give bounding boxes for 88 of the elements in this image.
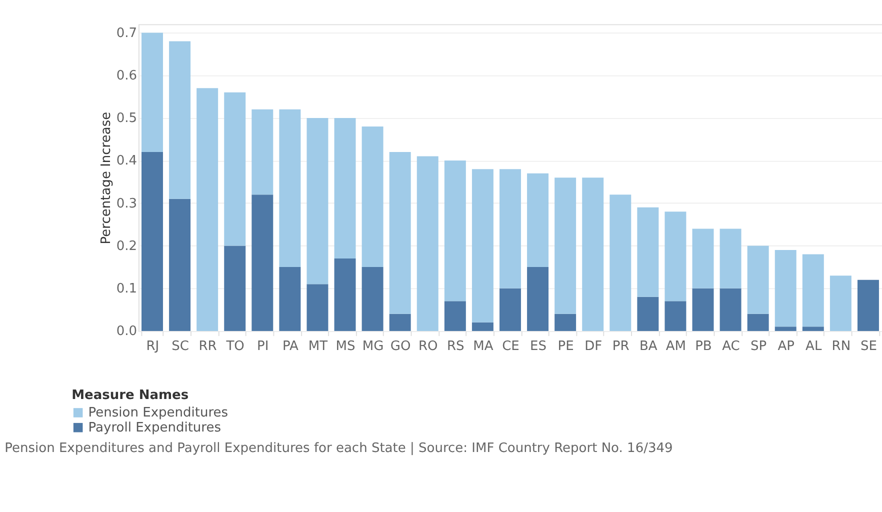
bar	[196, 88, 218, 331]
bar	[362, 126, 384, 268]
y-tick-label: 0.7	[116, 26, 138, 41]
bar	[774, 250, 796, 327]
bar	[747, 314, 769, 331]
x-tick-label: TO	[225, 338, 244, 354]
x-tick-label: BA	[639, 338, 658, 354]
bar	[664, 301, 686, 331]
bar	[389, 152, 411, 314]
y-tick-label: 0.5	[116, 111, 138, 126]
bar	[802, 326, 824, 331]
bar	[416, 156, 438, 331]
x-tick-label: SE	[860, 338, 877, 354]
bar	[610, 194, 632, 331]
bar	[306, 118, 328, 284]
bar	[279, 267, 301, 331]
bar	[664, 212, 686, 302]
bar	[527, 173, 549, 268]
x-tick-label: ES	[530, 338, 546, 354]
y-tick-label: 0.1	[116, 282, 138, 297]
bar	[224, 92, 246, 246]
text: Pension Expenditures and Payroll Expenditures for each State | Source: IMF Country Report No. 16/349	[4, 440, 673, 456]
bar	[500, 169, 521, 288]
bar	[637, 296, 659, 331]
bar	[472, 322, 494, 331]
x-tick-label: PR	[612, 338, 630, 354]
x-tick-label: MT	[308, 338, 328, 354]
x-tick-label: PA	[282, 338, 298, 354]
x-tick-label: RR	[198, 338, 217, 354]
x-tick-label: AC	[722, 338, 740, 354]
bar	[334, 258, 356, 331]
bar	[802, 254, 824, 327]
x-tick-label: RJ	[146, 338, 160, 354]
x-tick-label: MA	[473, 338, 494, 354]
x-tick-label: MS	[336, 338, 356, 354]
legend-label: Pension Expenditures	[88, 405, 228, 420]
y-tick-label: 0.4	[116, 154, 138, 169]
bar	[720, 228, 742, 288]
x-tick-label: DF	[584, 338, 602, 354]
x-tick-label: PI	[257, 338, 269, 354]
bar	[582, 178, 604, 331]
bar	[500, 288, 521, 331]
x-tick-label: PE	[558, 338, 574, 354]
bar	[692, 228, 714, 288]
bar	[692, 288, 714, 331]
x-tick-label: MG	[362, 338, 384, 354]
bar	[389, 314, 411, 331]
x-tick-label: AM	[666, 338, 686, 354]
bar	[527, 267, 549, 331]
bar	[142, 152, 163, 331]
bar	[362, 267, 384, 331]
x-tick-label: CE	[502, 338, 520, 354]
bar	[774, 326, 796, 331]
y-axis-title: Percentage Increase	[98, 112, 114, 244]
y-tick-label: 0.3	[116, 196, 138, 212]
bar	[637, 207, 659, 297]
bar	[857, 280, 879, 331]
bar	[444, 301, 466, 331]
bar	[224, 246, 246, 331]
bar	[279, 109, 301, 268]
bar	[306, 284, 328, 331]
bar	[334, 118, 356, 259]
bar	[169, 198, 191, 331]
legend-label: Payroll Expenditures	[88, 420, 222, 436]
x-tick-label: AL	[806, 338, 822, 354]
x-tick-label: RS	[446, 338, 464, 354]
y-tick-label: 0.2	[116, 238, 138, 254]
bar	[720, 288, 742, 331]
x-tick-label: RO	[418, 338, 438, 354]
y-tick-label: 0.6	[116, 68, 138, 84]
bar	[554, 178, 576, 314]
bar	[169, 41, 191, 199]
bar	[747, 246, 769, 314]
x-tick-label: PB	[695, 338, 712, 354]
bar	[472, 169, 494, 322]
bar	[830, 276, 852, 331]
legend-title: Measure Names	[72, 388, 189, 403]
x-tick-label: SC	[172, 338, 189, 354]
x-tick-label: GO	[390, 338, 411, 354]
x-tick-label: AP	[778, 338, 795, 354]
bar	[252, 194, 274, 331]
x-tick-label: RN	[832, 338, 851, 354]
bar	[444, 160, 466, 302]
y-tick-label: 0.0	[116, 324, 138, 340]
bar	[142, 32, 163, 152]
bar	[252, 109, 274, 195]
x-tick-label: SP	[750, 338, 767, 354]
bar	[554, 314, 576, 331]
